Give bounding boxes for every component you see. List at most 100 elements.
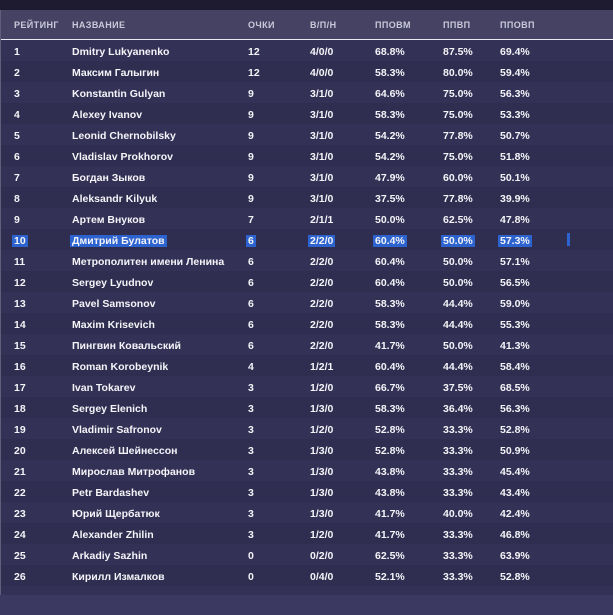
name-cell: Богдан Зыков — [72, 171, 146, 184]
table-row[interactable]: 9 Артем Внуков 7 2/1/1 50.0% 62.5% 47.8% — [1, 208, 613, 229]
table-row[interactable]: 4 Alexey Ivanov 9 3/1/0 58.3% 75.0% 53.3… — [1, 103, 613, 124]
header-rank[interactable]: РЕЙТИНГ — [14, 19, 59, 30]
header-ppovm[interactable]: ППОВМ — [375, 19, 411, 30]
header-points[interactable]: ОЧКИ — [248, 19, 275, 30]
name-cell: Alexey Ivanov — [72, 108, 143, 121]
ppvp-cell: 75.0% — [443, 108, 473, 121]
table-row[interactable]: 11 Метрополитен имени Ленина 6 2/2/0 60.… — [1, 250, 613, 271]
wdl-cell: 2/2/0 — [310, 318, 334, 331]
name-cell: Артем Внуков — [72, 213, 146, 226]
table-row[interactable]: 26 Кирилл Измалков 0 0/4/0 52.1% 33.3% 5… — [1, 565, 613, 586]
rank-cell: 10 — [12, 234, 28, 247]
table-row[interactable]: 14 Maxim Krisevich 6 2/2/0 58.3% 44.4% 5… — [1, 313, 613, 334]
ppovp-cell: 56.3% — [500, 87, 530, 100]
name-cell: Arkadiy Sazhin — [72, 549, 148, 562]
table-row[interactable]: 12 Sergey Lyudnov 6 2/2/0 60.4% 50.0% 56… — [1, 271, 613, 292]
ppvp-cell: 50.0% — [443, 276, 473, 289]
ppovm-cell: 50.0% — [375, 213, 405, 226]
points-cell: 3 — [248, 444, 254, 457]
table-row[interactable]: 25 Arkadiy Sazhin 0 0/2/0 62.5% 33.3% 63… — [1, 544, 613, 565]
rank-cell: 22 — [14, 486, 26, 499]
ppovm-cell: 64.6% — [375, 87, 405, 100]
rank-cell: 24 — [14, 528, 26, 541]
ppovm-cell: 54.2% — [375, 129, 405, 142]
wdl-cell: 4/0/0 — [310, 45, 334, 58]
wdl-cell: 1/2/0 — [310, 528, 334, 541]
header-wdl[interactable]: В/П/Н — [310, 19, 337, 30]
points-cell: 3 — [248, 402, 254, 415]
header-ppvp[interactable]: ППВП — [443, 19, 471, 30]
points-cell: 4 — [248, 360, 254, 373]
table-row[interactable]: 17 Ivan Tokarev 3 1/2/0 66.7% 37.5% 68.5… — [1, 376, 613, 397]
ppvp-cell: 77.8% — [443, 192, 473, 205]
ppvp-cell: 50.0% — [443, 339, 473, 352]
points-cell: 0 — [248, 549, 254, 562]
table-row[interactable]: 5 Leonid Chernobilsky 9 3/1/0 54.2% 77.8… — [1, 124, 613, 145]
points-cell: 9 — [248, 87, 254, 100]
ppovm-cell: 58.3% — [375, 402, 405, 415]
table-row[interactable]: 24 Alexander Zhilin 3 1/2/0 41.7% 33.3% … — [1, 523, 613, 544]
ppvp-cell: 36.4% — [443, 402, 473, 415]
table-row[interactable]: 20 Алексей Шейнессон 3 1/3/0 52.8% 33.3%… — [1, 439, 613, 460]
wdl-cell: 3/1/0 — [310, 129, 334, 142]
table-row[interactable]: 2 Максим Галыгин 12 4/0/0 58.3% 80.0% 59… — [1, 61, 613, 82]
name-cell: Sergey Lyudnov — [72, 276, 154, 289]
table-row[interactable]: 10 Дмитрий Булатов 6 2/2/0 60.4% 50.0% 5… — [1, 229, 613, 250]
rank-cell: 17 — [14, 381, 26, 394]
ppovm-cell: 60.4% — [375, 255, 405, 268]
table-row[interactable]: 15 Пингвин Ковальский 6 2/2/0 41.7% 50.0… — [1, 334, 613, 355]
ppvp-cell: 33.3% — [443, 570, 473, 583]
points-cell: 3 — [248, 507, 254, 520]
name-cell: Пингвин Ковальский — [72, 339, 181, 352]
ppovm-cell: 58.3% — [375, 108, 405, 121]
table-row[interactable]: 7 Богдан Зыков 9 3/1/0 47.9% 60.0% 50.1% — [1, 166, 613, 187]
points-cell: 3 — [248, 465, 254, 478]
table-row[interactable]: 23 Юрий Щербатюк 3 1/3/0 41.7% 40.0% 42.… — [1, 502, 613, 523]
wdl-cell: 3/1/0 — [310, 87, 334, 100]
wdl-cell: 1/2/0 — [310, 423, 334, 436]
table-row[interactable]: 16 Roman Korobeynik 4 1/2/1 60.4% 44.4% … — [1, 355, 613, 376]
name-cell: Кирилл Измалков — [72, 570, 165, 583]
ppvp-cell: 33.3% — [443, 465, 473, 478]
points-cell: 0 — [248, 570, 254, 583]
table-row[interactable]: 3 Konstantin Gulyan 9 3/1/0 64.6% 75.0% … — [1, 82, 613, 103]
rank-cell: 25 — [14, 549, 26, 562]
header-ppovp[interactable]: ППОВП — [500, 19, 535, 30]
table-row[interactable]: 1 Dmitry Lukyanenko 12 4/0/0 68.8% 87.5%… — [1, 40, 613, 61]
ppovm-cell: 43.8% — [375, 465, 405, 478]
ppovp-cell: 57.1% — [500, 255, 530, 268]
ppovp-cell: 50.1% — [500, 171, 530, 184]
points-cell: 12 — [248, 45, 260, 58]
table-row[interactable]: 19 Vladimir Safronov 3 1/2/0 52.8% 33.3%… — [1, 418, 613, 439]
table-row[interactable]: 8 Aleksandr Kilyuk 9 3/1/0 37.5% 77.8% 3… — [1, 187, 613, 208]
ppovm-cell: 41.7% — [375, 339, 405, 352]
rank-cell: 8 — [14, 192, 20, 205]
ppovp-cell: 58.4% — [500, 360, 530, 373]
table-row[interactable]: 21 Мирослав Митрофанов 3 1/3/0 43.8% 33.… — [1, 460, 613, 481]
ppovm-cell: 60.4% — [375, 276, 405, 289]
ppvp-cell: 37.5% — [443, 381, 473, 394]
header-name[interactable]: НАЗВАНИЕ — [72, 19, 126, 30]
table-row[interactable]: 18 Sergey Elenich 3 1/3/0 58.3% 36.4% 56… — [1, 397, 613, 418]
ppovp-cell: 50.7% — [500, 129, 530, 142]
wdl-cell: 1/3/0 — [310, 465, 334, 478]
name-cell: Дмитрий Булатов — [70, 234, 167, 247]
ppovm-cell: 58.3% — [375, 318, 405, 331]
wdl-cell: 3/1/0 — [310, 150, 334, 163]
footer-strip — [0, 595, 613, 615]
rank-cell: 6 — [14, 150, 20, 163]
ppovp-cell: 52.8% — [500, 570, 530, 583]
name-cell: Maxim Krisevich — [72, 318, 155, 331]
ppovm-cell: 52.8% — [375, 444, 405, 457]
wdl-cell: 1/3/0 — [310, 402, 334, 415]
ppvp-cell: 87.5% — [443, 45, 473, 58]
ppovp-cell: 55.3% — [500, 318, 530, 331]
rank-cell: 15 — [14, 339, 26, 352]
ppovp-cell: 51.8% — [500, 150, 530, 163]
table-row[interactable]: 13 Pavel Samsonov 6 2/2/0 58.3% 44.4% 59… — [1, 292, 613, 313]
wdl-cell: 1/2/0 — [310, 381, 334, 394]
table-row[interactable]: 6 Vladislav Prokhorov 9 3/1/0 54.2% 75.0… — [1, 145, 613, 166]
table-row[interactable]: 22 Petr Bardashev 3 1/3/0 43.8% 33.3% 43… — [1, 481, 613, 502]
name-cell: Мирослав Митрофанов — [72, 465, 196, 478]
wdl-cell: 0/2/0 — [310, 549, 334, 562]
